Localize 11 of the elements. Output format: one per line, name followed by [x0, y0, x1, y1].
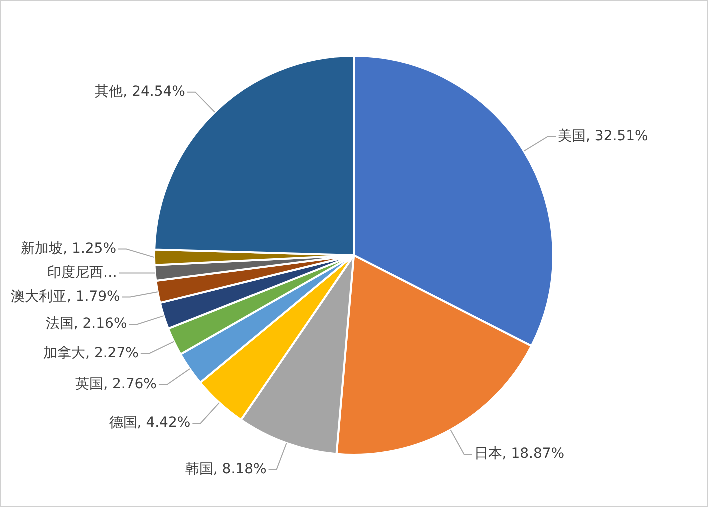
slice-label: 加拿大, 2.27% — [44, 346, 139, 362]
slice-label: 英国, 2.76% — [76, 376, 157, 393]
slice-label: 德国, 4.42% — [109, 415, 191, 432]
slice-label: 澳大利亚, 1.79% — [10, 288, 120, 305]
slice-label: 其他, 24.54% — [95, 84, 186, 100]
slice-label: 法国, 2.16% — [46, 316, 128, 332]
slice-label: 日本, 18.87% — [474, 446, 565, 462]
slice-label: 新加坡, 1.25% — [21, 240, 117, 257]
slice-label: 印度尼西… — [47, 264, 118, 281]
slice-label: 韩国, 8.18% — [185, 461, 267, 478]
slice-label: 美国, 32.51% — [558, 128, 648, 144]
